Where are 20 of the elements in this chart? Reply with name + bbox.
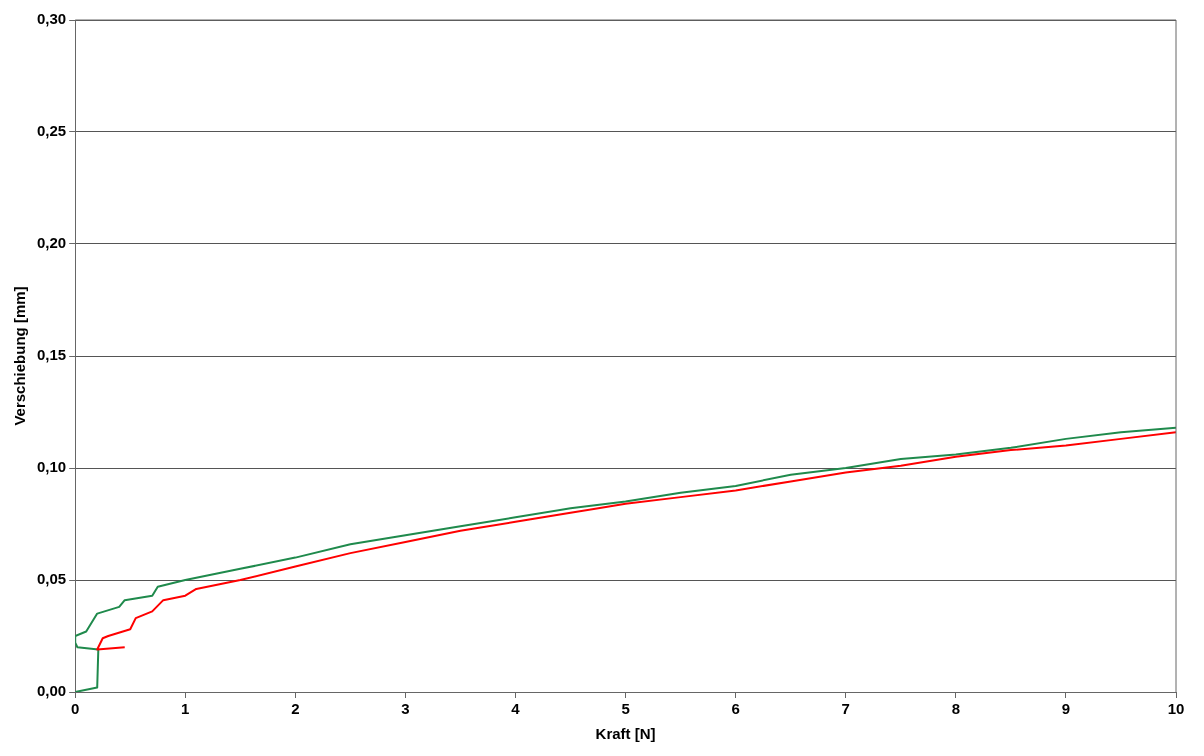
y-tick-label: 0,10 [36,458,67,476]
x-tick-label: 2 [291,700,300,718]
y-tick-label: 0,05 [36,570,67,588]
x-tick-label: 8 [951,700,961,718]
y-tick-label: 0,30 [36,10,67,28]
x-tick-label: 1 [181,700,190,718]
x-tick-label: 3 [401,700,410,718]
y-tick-label: 0,15 [36,346,67,364]
x-tick-label: 6 [731,700,740,718]
x-tick-label: 0 [71,700,80,718]
x-tick-label: 7 [841,700,850,718]
x-tick-label: 9 [1061,700,1071,718]
x-tick-label: 5 [621,700,630,718]
y-tick-label: 0,25 [36,122,67,140]
y-axis-title: Verschiebung [mm] [11,286,29,426]
x-axis-title: Kraft [N] [595,725,656,743]
x-tick-label: 10 [1167,700,1185,718]
x-tick-label: 4 [511,700,521,718]
y-tick-label: 0,20 [36,234,67,252]
y-tick-label: 0,00 [36,682,67,700]
